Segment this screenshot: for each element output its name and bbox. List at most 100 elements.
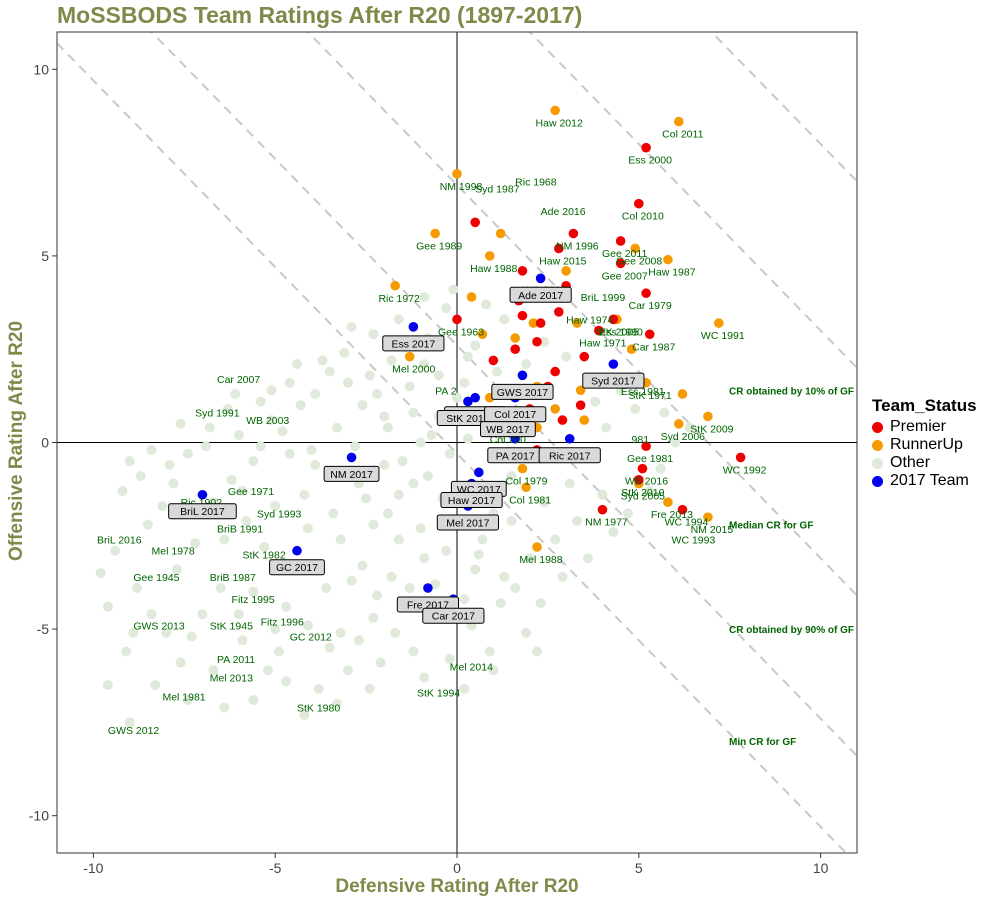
- other-point: [302, 523, 313, 534]
- runnerup-point: [714, 318, 724, 328]
- other-point: [499, 571, 510, 582]
- other-point: [670, 437, 681, 448]
- premier-point: [641, 288, 651, 299]
- runnerup-point: [674, 116, 684, 127]
- premier-point: [597, 504, 608, 515]
- x-tick-label: 5: [635, 860, 643, 876]
- team-2017-point: [470, 392, 480, 403]
- other-point: [441, 303, 452, 314]
- runnerup-label: WC 1991: [701, 330, 745, 342]
- other-point: [448, 284, 459, 295]
- other-point: [433, 370, 444, 381]
- runnerup-label: Syd 2005: [621, 491, 666, 503]
- other-point: [182, 694, 193, 705]
- premier-point: [637, 463, 648, 474]
- other-point: [375, 657, 386, 668]
- other-point: [488, 665, 499, 676]
- other-point: [422, 471, 433, 482]
- other-point: [441, 545, 452, 556]
- other-point: [142, 519, 153, 530]
- other-point: [379, 459, 390, 470]
- premier-point: [470, 217, 480, 228]
- premier-point: [641, 142, 651, 153]
- team-annotation: Haw 1974: [566, 314, 613, 326]
- team-2017-label: GC 2017: [276, 562, 318, 574]
- runnerup-point: [626, 344, 637, 355]
- runnerup-point: [528, 318, 539, 328]
- team-2017-label: Syd 2017: [591, 376, 636, 388]
- other-point: [357, 560, 368, 571]
- other-point: [110, 545, 121, 556]
- data-points: [95, 105, 746, 728]
- runnerup-point: [703, 411, 713, 422]
- legend-swatch: [872, 439, 883, 451]
- runnerup-label: Haw 1988: [470, 263, 517, 275]
- other-point: [368, 612, 379, 623]
- team-2017-label: Haw 2017: [448, 495, 495, 507]
- other-point: [459, 377, 470, 388]
- team-annotation: Mel 2013: [210, 673, 253, 685]
- other-point: [561, 351, 572, 362]
- legend-swatch: [872, 421, 883, 433]
- other-point: [564, 478, 575, 489]
- team-2017-label-box: [440, 492, 503, 509]
- other-point: [444, 653, 455, 664]
- runnerup-point: [521, 482, 531, 493]
- other-point: [346, 575, 357, 586]
- other-point: [404, 381, 415, 392]
- premier-point: [557, 415, 568, 425]
- legend-title: Team_Status: [872, 396, 977, 415]
- other-point: [582, 553, 593, 564]
- other-point: [306, 444, 317, 455]
- team-2017-label-box: [168, 503, 237, 520]
- runnerup-point: [477, 329, 488, 340]
- legend-item: Other: [872, 454, 977, 472]
- other-point: [161, 627, 172, 638]
- premier-label: WB 2016: [625, 476, 668, 488]
- team-2017-label-box: [269, 559, 325, 576]
- team-2017-label: Ade 2017: [518, 290, 563, 302]
- team-2017-label: Car 2017: [432, 611, 475, 623]
- premier-label: NM 1996: [556, 241, 599, 253]
- other-point: [248, 694, 259, 705]
- other-point: [535, 597, 546, 608]
- other-point: [182, 448, 193, 459]
- other-point: [353, 635, 364, 646]
- team-2017-point: [474, 467, 484, 478]
- other-point: [335, 534, 346, 545]
- legend: Team_Status Premier RunnerUp Other 2017 Tea…: [872, 396, 977, 490]
- other-point: [215, 583, 226, 594]
- other-point: [281, 676, 292, 687]
- premier-point: [575, 400, 586, 410]
- other-point: [117, 486, 128, 497]
- other-point: [197, 609, 208, 620]
- premier-point: [634, 198, 644, 209]
- other-point: [324, 366, 335, 377]
- team-annotation: BriL 1999: [581, 292, 626, 304]
- team-annotation: GWS 2012: [108, 725, 160, 737]
- team-2017-point: [564, 433, 575, 444]
- team-annotation: BriB 1987: [210, 572, 256, 584]
- other-point: [462, 351, 473, 362]
- other-point: [201, 441, 212, 452]
- team-2017-label-box: [436, 514, 500, 531]
- team-2017-label-box: [509, 286, 572, 303]
- x-tick-label: 10: [813, 860, 829, 876]
- runnerup-label: StK 2009: [690, 423, 733, 435]
- other-point: [284, 377, 295, 388]
- x-tick-label: 0: [453, 860, 461, 876]
- runnerup-label: Mel 1988: [519, 554, 562, 566]
- team-2017-label: WB 2017: [486, 424, 529, 436]
- team-annotation: Mel 1981: [162, 691, 205, 703]
- other-point: [368, 519, 379, 530]
- team-2017-label: PA 2017: [496, 450, 535, 462]
- runnerup-label: Mel 2000: [392, 364, 435, 376]
- premier-point: [535, 318, 546, 328]
- other-point: [273, 646, 284, 657]
- team-2017-label-box: [480, 421, 536, 438]
- premier-label: Gee 1981: [627, 453, 673, 465]
- other-point: [430, 579, 441, 590]
- other-point: [550, 534, 561, 545]
- premier-point: [608, 314, 619, 325]
- other-point: [328, 508, 339, 519]
